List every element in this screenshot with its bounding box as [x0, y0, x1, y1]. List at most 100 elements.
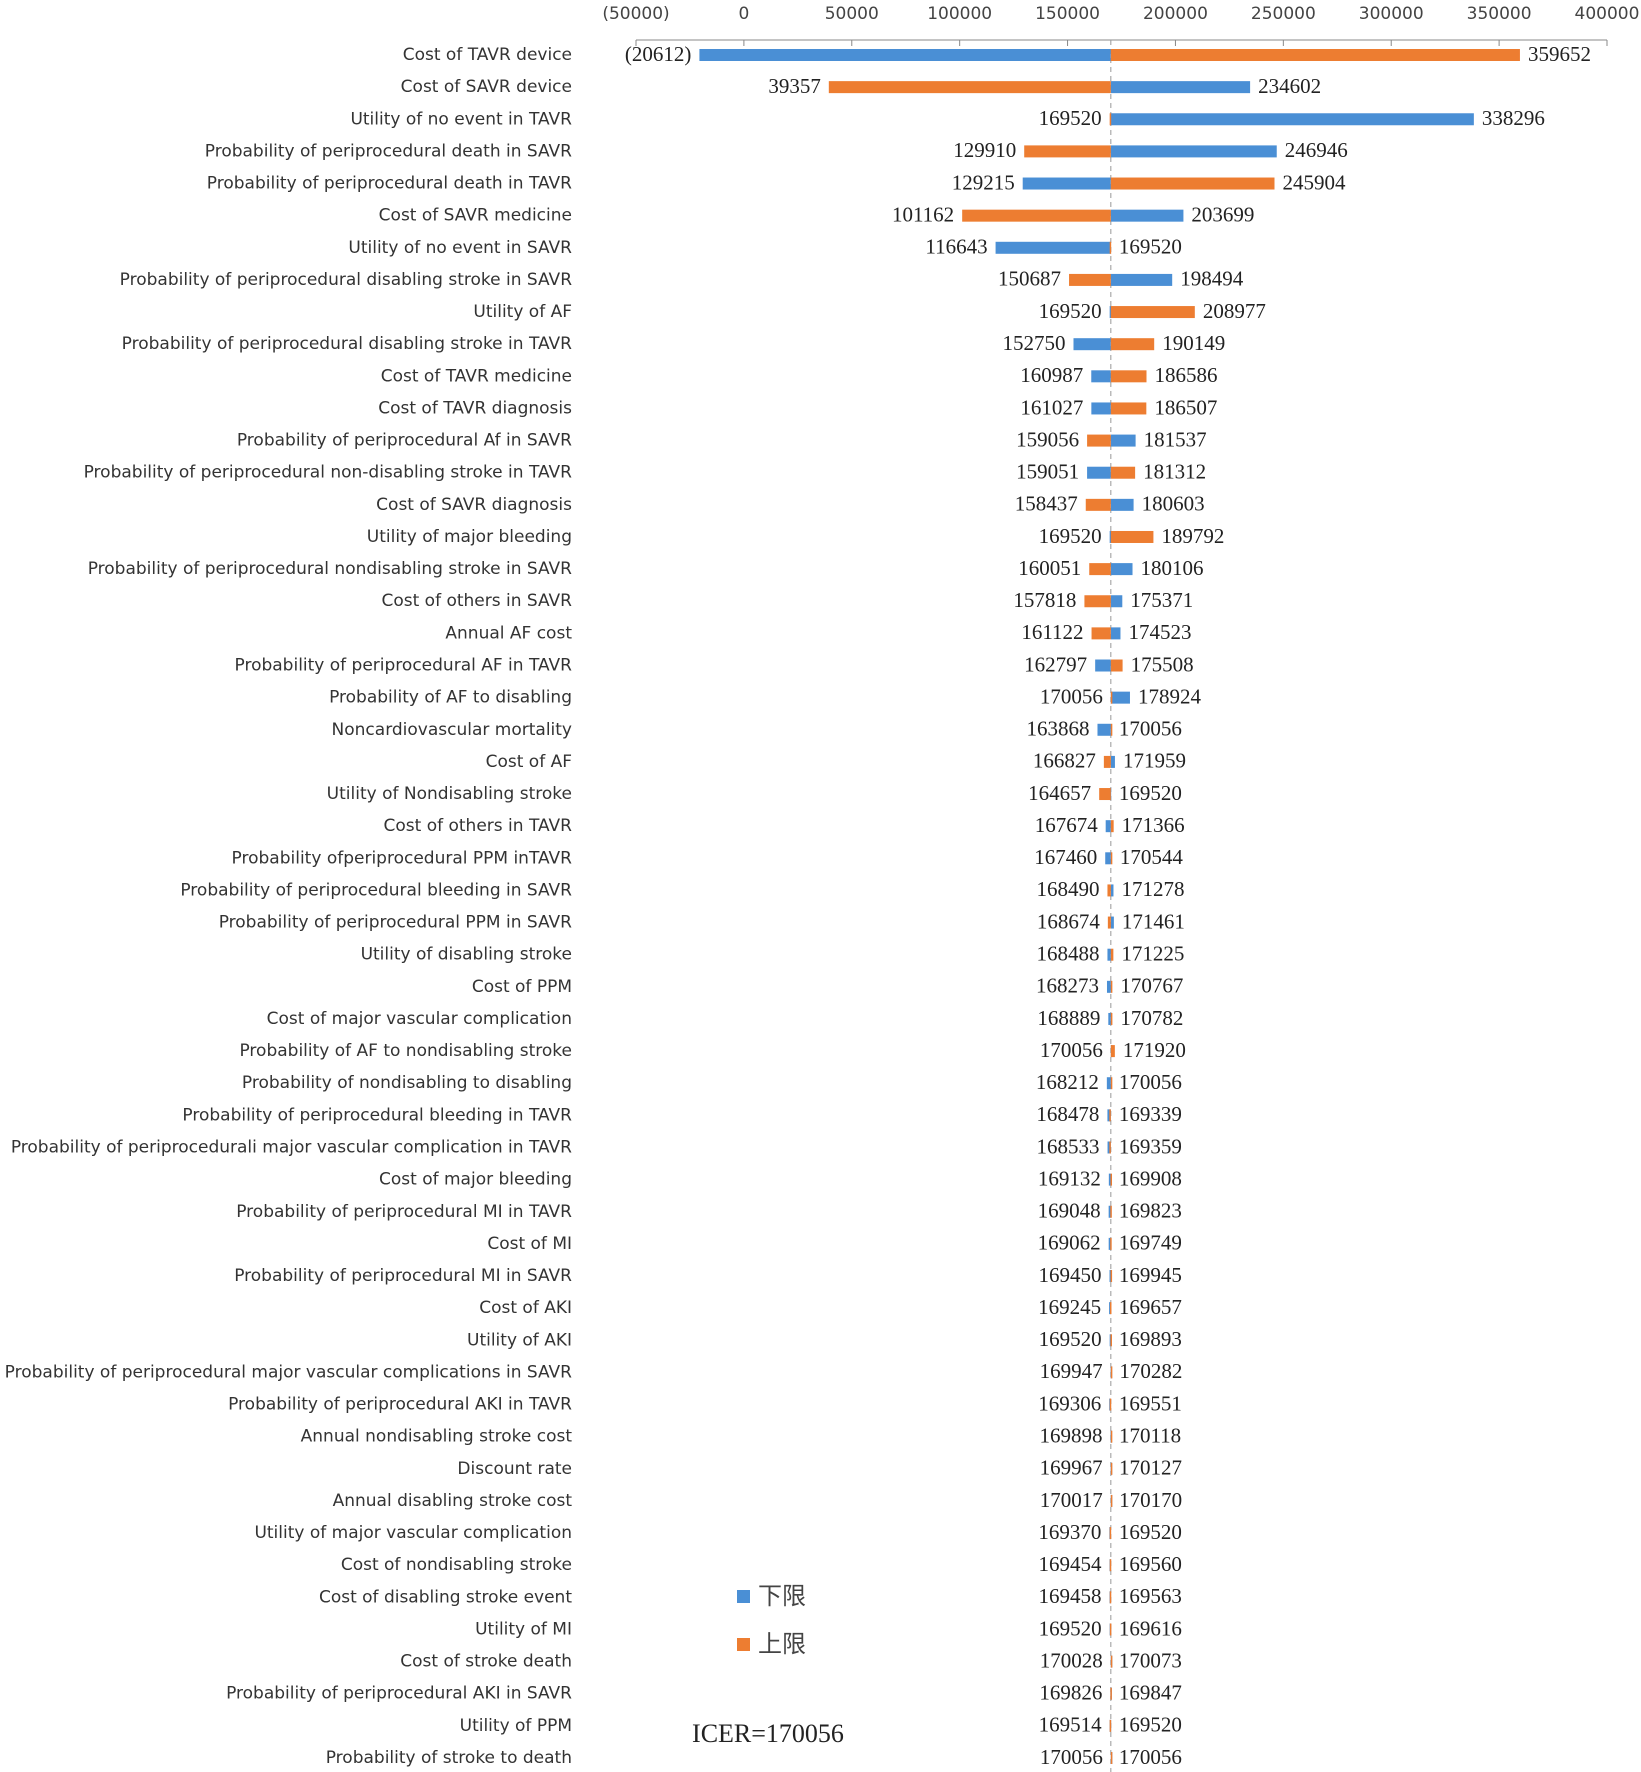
bar [1110, 755, 1115, 768]
bar [1110, 1270, 1113, 1283]
value-label: 168212 [1036, 1070, 1099, 1094]
x-tick-label: 50000 [825, 4, 879, 24]
value-label: 169945 [1119, 1263, 1182, 1287]
value-label: 169062 [1038, 1231, 1101, 1255]
bar [1110, 434, 1136, 447]
bar [1110, 1173, 1113, 1186]
bar [1107, 884, 1111, 897]
bar [1105, 820, 1111, 833]
bar [1110, 1687, 1112, 1700]
value-label: 152750 [1002, 331, 1065, 355]
category-label: Cost of SAVR medicine [379, 206, 572, 226]
x-tick-label: 400000 [1575, 4, 1640, 24]
category-label: Probability of stroke to death [326, 1748, 572, 1768]
bar [699, 49, 1111, 61]
value-label: 168533 [1037, 1134, 1100, 1158]
value-label: 169520 [1119, 235, 1182, 259]
bar [1110, 1045, 1115, 1058]
bar [1110, 723, 1113, 736]
bar [1109, 306, 1112, 319]
bar [1109, 1398, 1112, 1411]
category-label: Cost of disabling stroke event [319, 1587, 572, 1607]
x-tick-label: 150000 [1035, 4, 1100, 24]
category-label: Utility of disabling stroke [361, 945, 572, 965]
bar [1110, 498, 1134, 511]
value-label: 171959 [1123, 749, 1186, 773]
bar [1110, 306, 1195, 319]
bar [1106, 980, 1111, 993]
bar [1103, 755, 1111, 768]
category-label: Utility of AKI [467, 1330, 572, 1350]
value-label: 169826 [1039, 1681, 1102, 1705]
value-label: 168889 [1037, 1006, 1100, 1030]
bar [1110, 820, 1114, 833]
bar [1110, 563, 1133, 576]
value-label: 169967 [1040, 1456, 1103, 1480]
bar [1110, 1752, 1113, 1764]
value-label: 171920 [1123, 1038, 1186, 1062]
value-label: 169514 [1039, 1713, 1103, 1737]
value-label: 169048 [1038, 1199, 1101, 1223]
category-label: Utility of PPM [460, 1716, 572, 1736]
category-label: Probability of periprocedural nondisabli… [88, 559, 572, 579]
category-label: Cost of TAVR diagnosis [378, 398, 572, 418]
value-label: 162797 [1024, 652, 1087, 676]
value-label: 170544 [1120, 845, 1184, 869]
x-tick-label: (50000) [602, 4, 669, 24]
value-label: 168478 [1036, 1102, 1099, 1126]
bar [1110, 530, 1154, 543]
bar [1109, 1559, 1112, 1572]
value-label: 170056 [1040, 1038, 1103, 1062]
value-label: 170056 [1040, 1745, 1103, 1769]
category-label: Cost of major bleeding [379, 1170, 572, 1190]
value-label: 169520 [1039, 524, 1102, 548]
bar [1091, 402, 1111, 415]
bar [1110, 177, 1275, 190]
value-label: 101162 [892, 202, 954, 226]
value-label: (20612) [625, 42, 692, 66]
category-label: Probability of periprocedural AF in TAVR [235, 656, 573, 676]
value-label: 178924 [1138, 684, 1202, 708]
value-label: 170056 [1119, 717, 1182, 741]
bar [1084, 595, 1111, 608]
value-label: 167674 [1035, 813, 1099, 837]
bar [1109, 1270, 1112, 1283]
value-label: 171225 [1121, 942, 1184, 966]
bar [1110, 1334, 1112, 1347]
category-label: Annual AF cost [445, 623, 572, 643]
value-label: 169947 [1040, 1359, 1103, 1383]
category-label: Probability of periprocedural bleeding i… [182, 1105, 572, 1125]
x-tick-label: 0 [738, 4, 749, 24]
value-label: 245904 [1282, 170, 1346, 194]
category-label: Cost of TAVR medicine [381, 366, 572, 386]
value-label: 161122 [1021, 620, 1083, 644]
category-label: Probability of periprocedural Af in SAVR [237, 431, 572, 451]
value-label: 160051 [1018, 556, 1081, 580]
value-label: 170782 [1120, 1006, 1183, 1030]
value-label: 168674 [1037, 909, 1101, 933]
value-label: 169370 [1038, 1520, 1101, 1544]
value-label: 181312 [1143, 460, 1206, 484]
value-label: 169520 [1039, 299, 1102, 323]
value-label: 186507 [1154, 395, 1217, 419]
value-label: 169560 [1119, 1552, 1182, 1576]
bar [1110, 691, 1113, 704]
bar [1110, 273, 1173, 286]
value-label: 171278 [1121, 877, 1184, 901]
bar [1097, 723, 1111, 736]
bar [1110, 852, 1113, 865]
value-label: 159056 [1016, 427, 1079, 451]
bar [1109, 1141, 1111, 1154]
value-label: 169616 [1119, 1616, 1182, 1640]
category-label: Cost of PPM [472, 977, 572, 997]
bar [1024, 145, 1111, 158]
category-label: Probability of periprocedural MI in TAVR [236, 1202, 572, 1222]
value-label: 180106 [1141, 556, 1204, 580]
category-label: Probability of periprocedural AKI in TAV… [228, 1395, 572, 1415]
bar [1107, 948, 1111, 961]
bar [1110, 884, 1114, 897]
legend-label: 上限 [758, 1630, 806, 1658]
bar [828, 81, 1111, 94]
category-label: Probability of periprocedural MI in SAVR [234, 1266, 572, 1286]
